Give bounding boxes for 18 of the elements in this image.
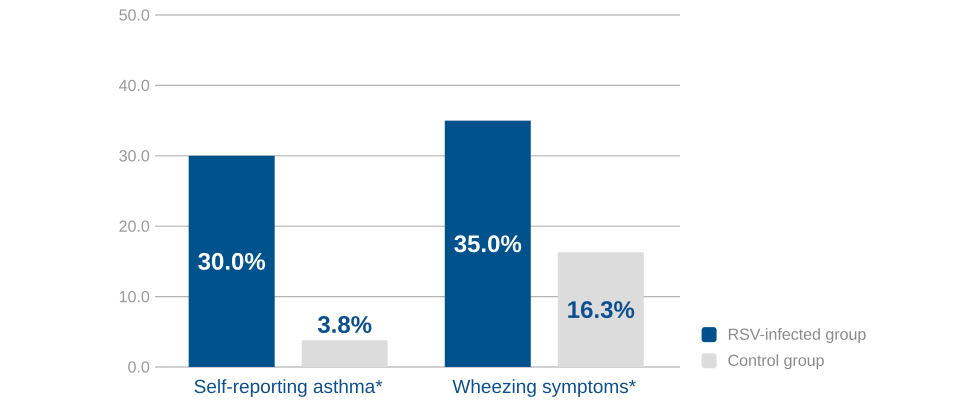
y-tick-label: 50.0	[119, 9, 150, 21]
x-tick-label: Wheezing symptoms*	[452, 379, 636, 397]
bar	[444, 120, 531, 367]
bar	[558, 252, 644, 367]
y-tick-label: 20.0	[119, 220, 150, 232]
legend-label: RSV-infected group	[728, 328, 866, 344]
y-tick-label: 40.0	[119, 80, 150, 92]
y-tick-label: 30.0	[119, 150, 150, 162]
bar	[302, 340, 388, 367]
data-label: 16.3%	[568, 301, 634, 318]
data-label: 30.0%	[198, 252, 266, 270]
y-tick-label: 10.0	[120, 290, 150, 302]
data-label: 35.0%	[454, 235, 522, 252]
legend-label: Control group	[728, 354, 824, 370]
y-tick-label: 0.0	[128, 361, 150, 373]
data-label: 3.8%	[318, 316, 372, 334]
x-tick-label: Self-reporting asthma*	[194, 379, 382, 397]
bar	[188, 156, 275, 367]
